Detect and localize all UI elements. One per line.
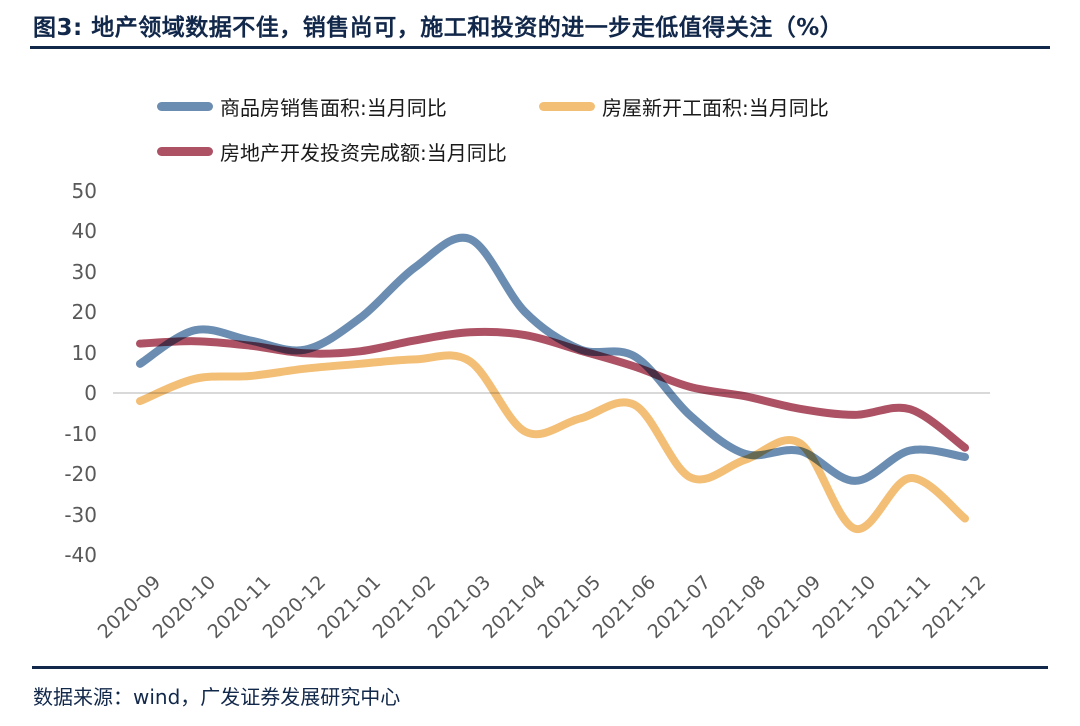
footer-rule [32, 666, 1048, 669]
series-line-1 [136, 351, 969, 533]
y-tick-label: -40 [64, 543, 97, 567]
y-tick-label: 10 [71, 340, 97, 365]
y-tick-label: 20 [71, 300, 97, 324]
series-line-0 [136, 233, 969, 485]
legend-label-sales: 商品房销售面积:当月同比 [220, 96, 447, 120]
y-tick-label: -10 [64, 421, 97, 446]
data-source: 数据来源：wind，广发证券发展研究中心 [33, 685, 401, 709]
y-tick-label: 30 [71, 259, 97, 284]
chart-title: 图3: 地产领域数据不佳，销售尚可，施工和投资的进一步走低值得关注（%） [33, 15, 844, 41]
y-tick-label: -20 [64, 462, 97, 486]
legend-label-investment: 房地产开发投资完成额:当月同比 [220, 141, 507, 165]
series-line-2 [136, 327, 969, 452]
legend-swatch-red-icon [157, 147, 213, 156]
legend-item-investment: 房地产开发投资完成额:当月同比 [157, 137, 507, 166]
title-underline [30, 46, 1050, 49]
legend-swatch-blue-icon [157, 102, 213, 111]
legend-item-sales: 商品房销售面积:当月同比 [157, 92, 447, 121]
y-tick-label: -30 [64, 502, 97, 527]
legend-swatch-yellow-icon [539, 102, 595, 111]
y-tick-label: 50 [71, 178, 97, 203]
legend-item-newstarts: 房屋新开工面积:当月同比 [539, 92, 829, 121]
y-tick-label: 0 [84, 381, 97, 405]
legend-label-newstarts: 房屋新开工面积:当月同比 [602, 96, 829, 120]
y-tick-label: 40 [71, 219, 97, 243]
